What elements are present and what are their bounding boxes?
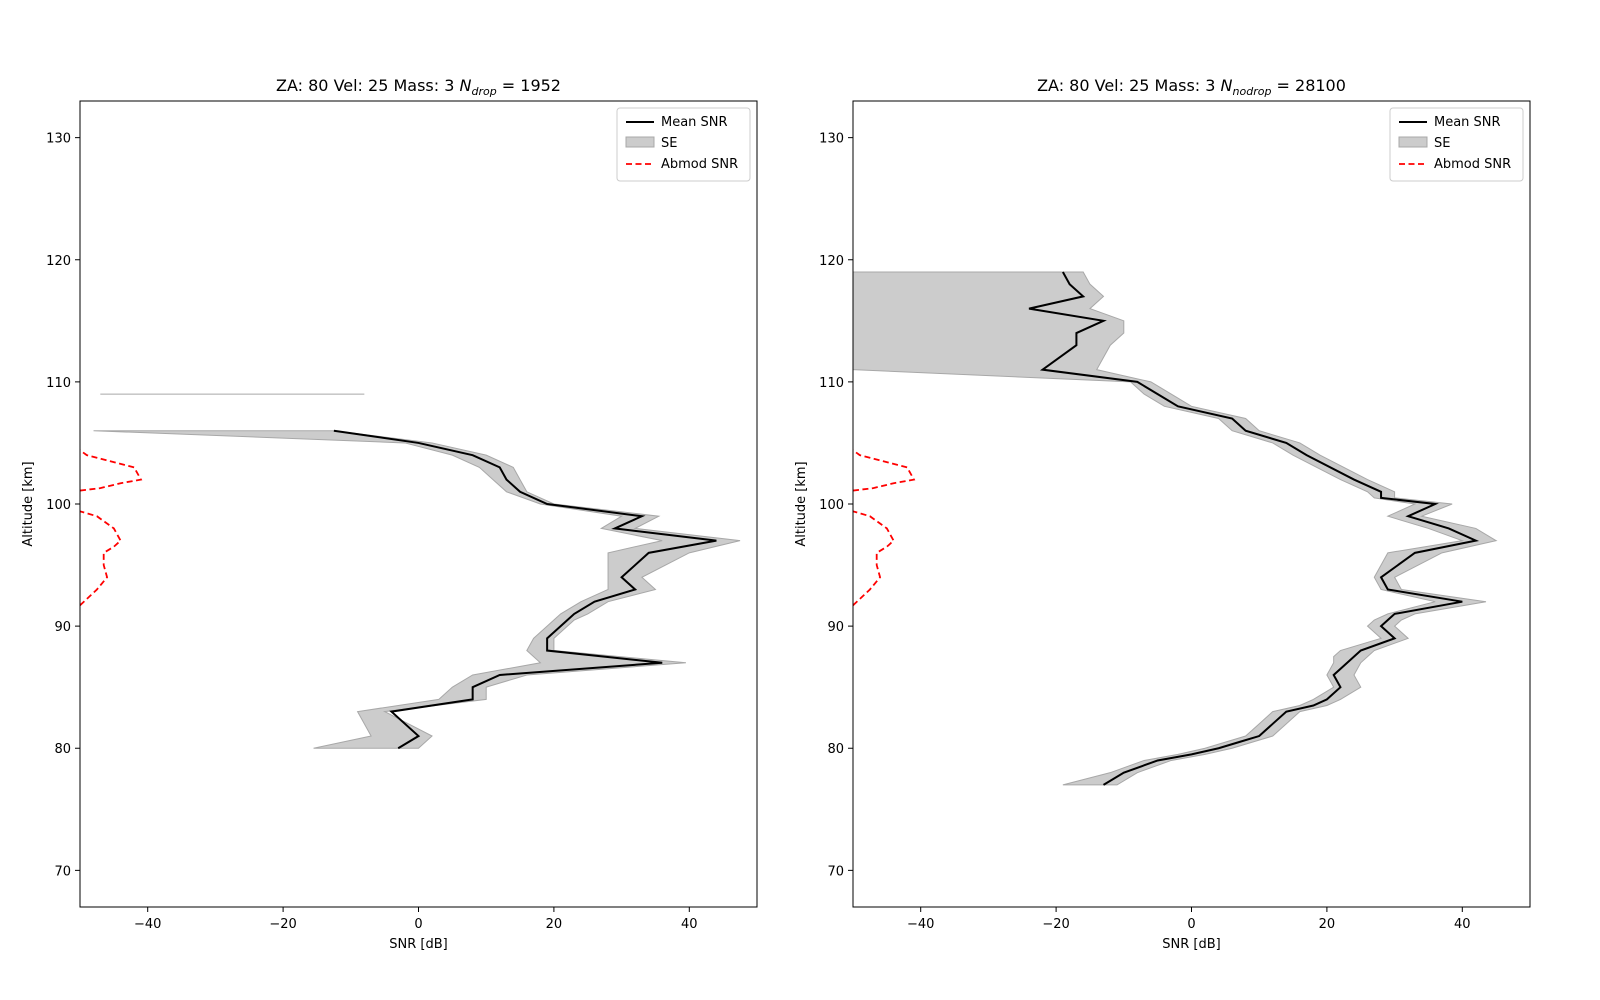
y-tick-label: 90 [827, 620, 844, 635]
y-tick-label: 130 [819, 132, 844, 147]
legend-abmod-label: Abmod SNR [661, 157, 738, 172]
legend-abmod-label: Abmod SNR [1434, 157, 1511, 172]
y-tick-label: 90 [54, 620, 71, 635]
x-tick-label: 0 [1187, 917, 1195, 932]
y-axis-label: Altitude [km] [21, 461, 36, 546]
x-tick-label: 0 [414, 917, 422, 932]
chart-title: ZA: 80 Vel: 25 Mass: 3 Ndrop = 1952 [276, 76, 561, 98]
y-tick-label: 110 [819, 376, 844, 391]
x-tick-label: 20 [1319, 917, 1336, 932]
y-axis-label: Altitude [km] [794, 461, 809, 546]
title-suffix: = 28100 [1271, 76, 1345, 95]
title-suffix: = 1952 [497, 76, 561, 95]
se-band [853, 271, 1498, 786]
y-tick-label: 70 [827, 864, 844, 879]
x-tick-label: −20 [269, 917, 296, 932]
x-tick-label: 40 [1454, 917, 1471, 932]
y-tick-label: 100 [46, 498, 71, 513]
right-panel-nodrop: −40 −20 0 20 40 70 80 90 100 110 120 130 SNR [dB] Alt… [794, 76, 1531, 952]
x-tick-label: −20 [1042, 917, 1069, 932]
legend-mean-label: Mean SNR [661, 115, 728, 130]
plot-area [853, 271, 1498, 786]
y-tick-label: 100 [819, 498, 844, 513]
legend-se-label: SE [1434, 136, 1450, 151]
title-subscript: nodrop [1233, 85, 1272, 98]
mean-snr-line [1028, 271, 1480, 786]
legend-mean-label: Mean SNR [1434, 115, 1501, 130]
y-tick-label: 130 [46, 132, 71, 147]
y-tick-label: 120 [819, 254, 844, 269]
y-tick-label: 70 [54, 864, 71, 879]
legend-se-swatch [625, 136, 655, 148]
title-prefix: ZA: 80 Vel: 25 Mass: 3 [276, 76, 459, 95]
x-axis-label: SNR [dB] [1162, 937, 1220, 952]
abmod-snr-line-0 [853, 510, 895, 607]
y-tick-label: 120 [46, 254, 71, 269]
chart-title: ZA: 80 Vel: 25 Mass: 3 Nnodrop = 28100 [1037, 76, 1346, 98]
y-tick-label: 110 [46, 376, 71, 391]
left-panel-drop: −40 −20 0 20 40 70 80 90 100 110 120 130 SNR [dB] Alt… [21, 76, 758, 952]
plot-area [80, 393, 741, 750]
mean-snr-line [333, 429, 717, 750]
legend-box [616, 107, 751, 182]
title-symbol: N [460, 76, 472, 95]
legend-se-swatch [1398, 136, 1428, 148]
legend-box [1389, 107, 1524, 182]
title-prefix: ZA: 80 Vel: 25 Mass: 3 [1037, 76, 1220, 95]
x-axis-label: SNR [dB] [389, 937, 447, 952]
legend: Mean SNR SE Abmod SNR [616, 107, 751, 182]
abmod-snr-line-1 [853, 449, 916, 492]
abmod-snr-line-0 [80, 510, 122, 607]
title-subscript: drop [471, 85, 496, 98]
abmod-snr-line-1 [80, 449, 143, 492]
legend-se-label: SE [661, 136, 677, 151]
y-tick-label: 80 [54, 742, 71, 757]
x-tick-label: −40 [907, 917, 934, 932]
x-tick-label: 40 [681, 917, 698, 932]
x-tick-label: 20 [546, 917, 563, 932]
legend: Mean SNR SE Abmod SNR [1389, 107, 1524, 182]
x-tick-label: −40 [134, 917, 161, 932]
title-symbol: N [1221, 76, 1233, 95]
y-tick-label: 80 [827, 742, 844, 757]
